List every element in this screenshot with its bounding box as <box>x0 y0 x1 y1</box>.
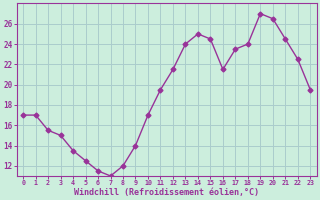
X-axis label: Windchill (Refroidissement éolien,°C): Windchill (Refroidissement éolien,°C) <box>74 188 259 197</box>
